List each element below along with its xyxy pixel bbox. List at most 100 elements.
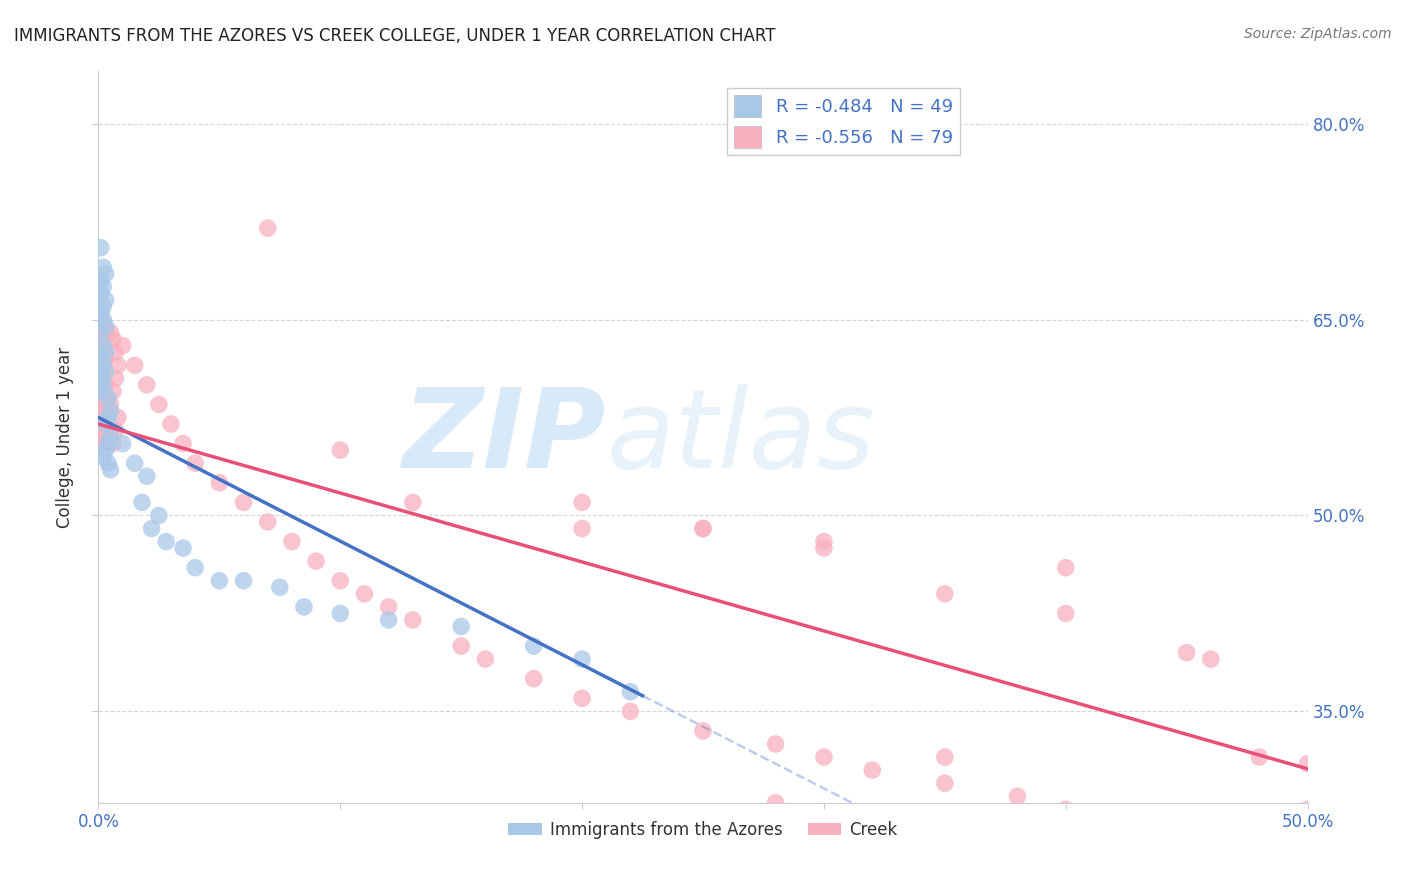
Point: [94, 397, 117, 411]
Point: [100, 463, 122, 477]
Point: [377, 599, 399, 614]
Point: [91, 410, 114, 425]
Point: [353, 587, 375, 601]
Point: [100, 430, 122, 444]
Point: [97, 410, 120, 425]
Point: [934, 776, 956, 790]
Point: [184, 456, 207, 470]
Point: [692, 723, 714, 738]
Point: [104, 345, 127, 359]
Point: [90, 384, 112, 399]
Point: [172, 541, 194, 555]
Point: [100, 404, 122, 418]
Point: [94, 345, 117, 359]
Point: [94, 377, 117, 392]
Point: [101, 436, 124, 450]
Point: [90, 424, 112, 438]
Point: [571, 652, 593, 666]
Point: [1199, 652, 1222, 666]
Point: [1296, 802, 1319, 816]
Point: [329, 443, 352, 458]
Point: [232, 495, 254, 509]
Point: [94, 293, 117, 307]
Point: [104, 424, 127, 438]
Point: [1175, 646, 1198, 660]
Text: ZIP: ZIP: [402, 384, 606, 491]
Point: [619, 685, 641, 699]
Point: [90, 306, 112, 320]
Point: [101, 332, 124, 346]
Point: [305, 554, 328, 568]
Point: [124, 358, 146, 372]
Point: [329, 574, 352, 588]
Point: [90, 273, 112, 287]
Point: [107, 358, 129, 372]
Point: [523, 672, 546, 686]
Point: [104, 371, 127, 385]
Point: [94, 417, 117, 431]
Point: [111, 436, 134, 450]
Point: [329, 607, 352, 621]
Point: [91, 430, 114, 444]
Point: [765, 796, 787, 810]
Point: [90, 326, 112, 340]
Point: [1007, 789, 1029, 804]
Point: [100, 397, 122, 411]
Point: [1199, 815, 1222, 830]
Point: [94, 443, 117, 458]
Point: [256, 515, 278, 529]
Point: [101, 384, 124, 399]
Point: [91, 358, 114, 372]
Point: [97, 391, 120, 405]
Point: [90, 286, 112, 301]
Point: [94, 267, 117, 281]
Point: [141, 521, 163, 535]
Point: [148, 508, 170, 523]
Point: [934, 587, 956, 601]
Point: [94, 319, 117, 334]
Point: [91, 358, 114, 372]
Point: [256, 221, 278, 235]
Point: [208, 574, 231, 588]
Point: [1296, 756, 1319, 771]
Point: [402, 495, 425, 509]
Point: [377, 613, 399, 627]
Point: [172, 436, 194, 450]
Point: [692, 521, 714, 535]
Point: [934, 750, 956, 764]
Point: [97, 436, 120, 450]
Point: [91, 319, 114, 334]
Point: [160, 417, 183, 431]
Point: [94, 417, 117, 431]
Point: [232, 574, 254, 588]
Point: [1054, 560, 1077, 574]
Point: [292, 599, 315, 614]
Point: [208, 475, 231, 490]
Point: [281, 534, 304, 549]
Point: [131, 495, 153, 509]
Point: [91, 338, 114, 352]
Point: [91, 280, 114, 294]
Point: [450, 619, 472, 633]
Point: [571, 521, 593, 535]
Point: [90, 241, 112, 255]
Point: [523, 639, 546, 653]
Point: [90, 332, 112, 346]
Point: [765, 737, 787, 751]
Point: [90, 345, 112, 359]
Point: [619, 705, 641, 719]
Point: [155, 534, 177, 549]
Point: [90, 384, 112, 399]
Text: atlas: atlas: [606, 384, 875, 491]
Point: [692, 521, 714, 535]
Text: IMMIGRANTS FROM THE AZORES VS CREEK COLLEGE, UNDER 1 YEAR CORRELATION CHART: IMMIGRANTS FROM THE AZORES VS CREEK COLL…: [14, 27, 776, 45]
Point: [571, 691, 593, 706]
Point: [474, 652, 496, 666]
Point: [813, 750, 835, 764]
Point: [1054, 607, 1077, 621]
Legend: Immigrants from the Azores, Creek: Immigrants from the Azores, Creek: [502, 814, 904, 846]
Point: [91, 450, 114, 464]
Point: [860, 763, 883, 777]
Point: [91, 338, 114, 352]
Point: [111, 338, 134, 352]
